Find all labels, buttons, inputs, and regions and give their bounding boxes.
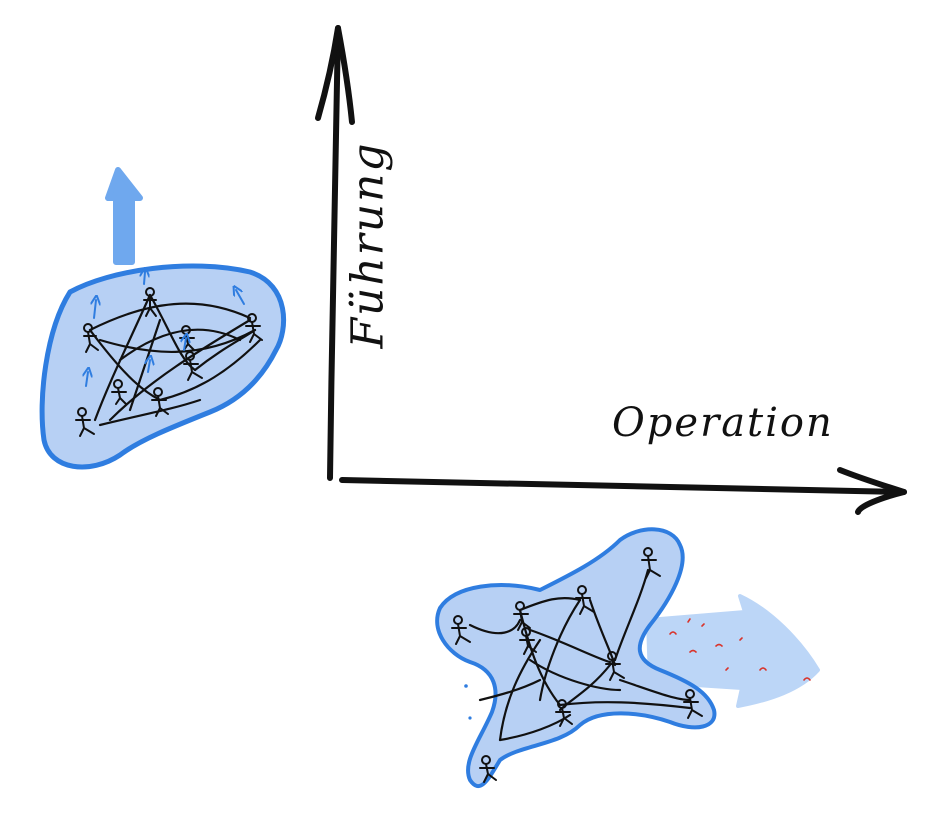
left-team-group [39, 167, 287, 470]
right-arrow-icon [646, 594, 820, 708]
small-up-arrow-icon [184, 338, 186, 351]
small-up-arrow-icon [86, 372, 88, 387]
x-axis-label: Operation [612, 400, 834, 446]
left-team-blob [39, 263, 287, 470]
person-icon [111, 379, 127, 405]
small-up-arrow-icon [94, 300, 96, 319]
small-up-arrow-icon [148, 360, 150, 373]
y-axis [315, 25, 355, 481]
person-icon [605, 651, 625, 681]
small-up-arrow-icon [236, 290, 245, 305]
right-team-group [435, 527, 820, 788]
small-up-arrow-icon [144, 272, 145, 285]
person-icon [479, 755, 497, 783]
y-axis-label: Führung [342, 141, 394, 349]
person-icon [683, 689, 703, 719]
person-icon [75, 407, 95, 437]
person-icon [143, 287, 157, 317]
x-axis [339, 467, 907, 515]
person-icon [641, 547, 661, 579]
up-arrow-icon [105, 167, 143, 265]
right-team-blob [435, 527, 717, 788]
person-icon [245, 313, 263, 343]
person-icon [519, 627, 537, 655]
person-icon [575, 585, 595, 615]
person-icon [513, 601, 531, 631]
person-icon [151, 387, 169, 417]
person-icon [83, 323, 99, 353]
person-icon [183, 351, 203, 381]
person-icon [451, 615, 471, 645]
person-icon [555, 699, 573, 727]
